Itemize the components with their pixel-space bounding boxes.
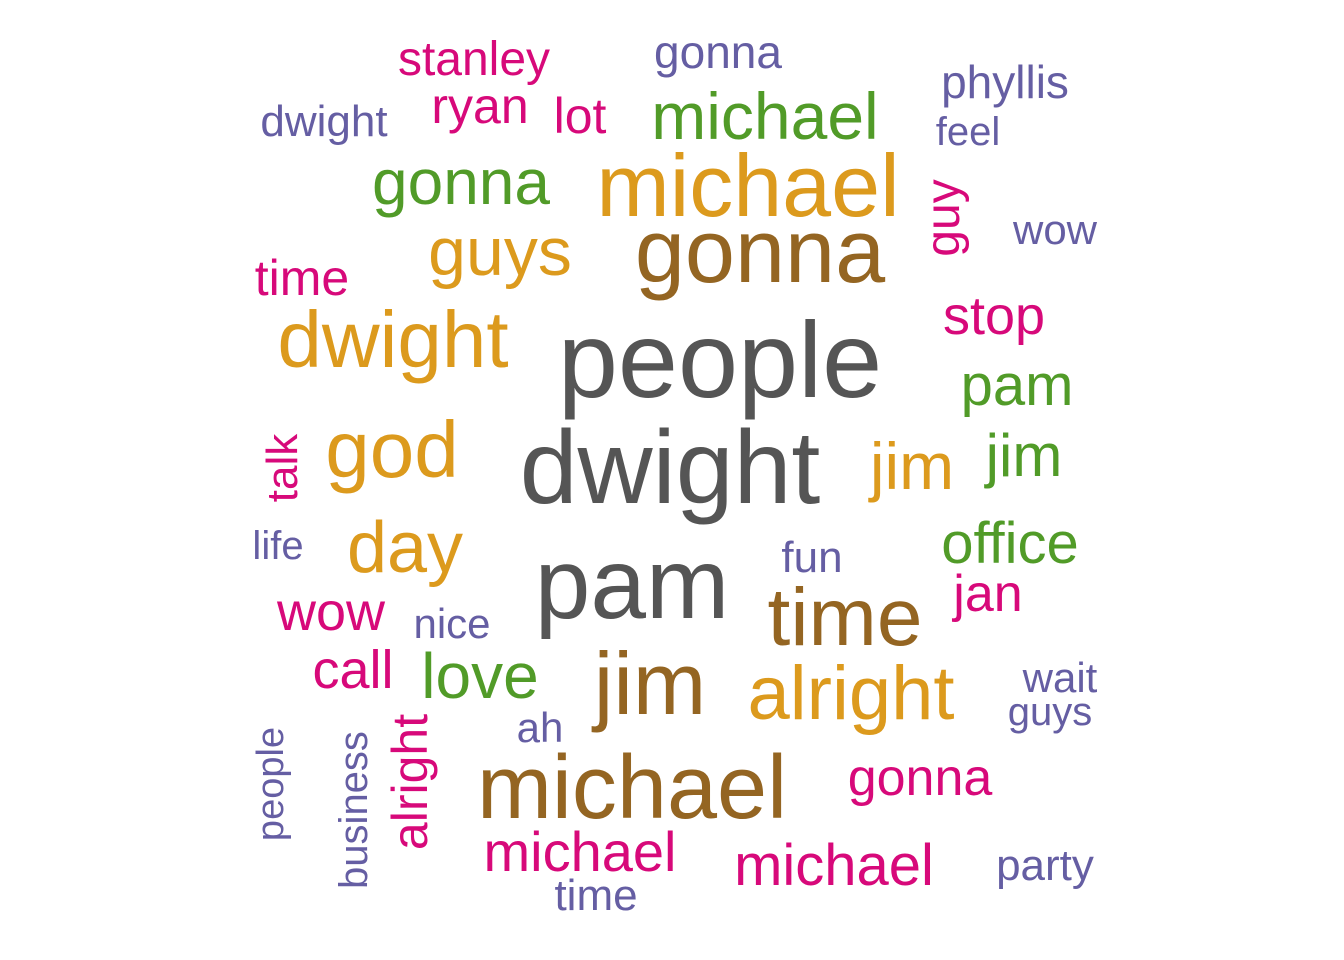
word-dwight: dwight — [277, 295, 509, 384]
word-day: day — [346, 508, 464, 588]
word-nice: nice — [413, 600, 491, 647]
word-jim: jim — [985, 422, 1063, 489]
word-pam: pam — [960, 353, 1074, 418]
word-guys: guys — [1007, 690, 1093, 734]
word-talk: talk — [258, 433, 307, 503]
word-michael: michael — [596, 136, 900, 235]
word-lot: lot — [553, 88, 607, 144]
word-ryan: ryan — [431, 78, 529, 134]
word-michael: michael — [734, 833, 934, 898]
word-alright: alright — [747, 651, 955, 736]
word-wow: wow — [1012, 206, 1098, 253]
word-jim: jim — [869, 429, 955, 503]
word-michael: michael — [476, 738, 788, 838]
word-fun: fun — [781, 533, 843, 582]
word-ah: ah — [516, 704, 564, 751]
word-jan: jan — [953, 565, 1023, 623]
word-people: people — [557, 299, 883, 420]
word-wow: wow — [276, 582, 386, 642]
word-god: god — [325, 405, 459, 494]
word-call: call — [312, 640, 394, 700]
word-time: time — [554, 871, 638, 920]
word-party: party — [996, 841, 1094, 890]
word-people: people — [250, 726, 292, 842]
word-dwight: dwight — [519, 410, 821, 526]
word-jim: jim — [593, 634, 707, 733]
word-stanley: stanley — [397, 33, 551, 86]
word-gonna: gonna — [654, 26, 782, 78]
word-gonna: gonna — [634, 202, 886, 302]
word-feel: feel — [935, 110, 1001, 154]
word-michael: michael — [651, 79, 879, 153]
word-michael: michael — [483, 820, 677, 883]
word-business: business — [332, 731, 376, 889]
word-guys: guys — [428, 214, 572, 290]
word-dwight: dwight — [260, 97, 388, 146]
word-stop: stop — [942, 286, 1046, 346]
word-alright: alright — [382, 713, 438, 851]
word-guy: guy — [917, 179, 970, 257]
word-wait: wait — [1022, 654, 1098, 701]
word-gonna: gonna — [372, 146, 550, 218]
word-life: life — [252, 524, 304, 568]
word-phyllis: phyllis — [941, 56, 1069, 108]
word-time: time — [767, 572, 923, 663]
word-love: love — [421, 640, 539, 712]
word-office: office — [941, 511, 1079, 576]
word-gonna: gonna — [847, 749, 993, 807]
word-pam: pam — [534, 528, 730, 640]
word-time: time — [254, 250, 350, 306]
